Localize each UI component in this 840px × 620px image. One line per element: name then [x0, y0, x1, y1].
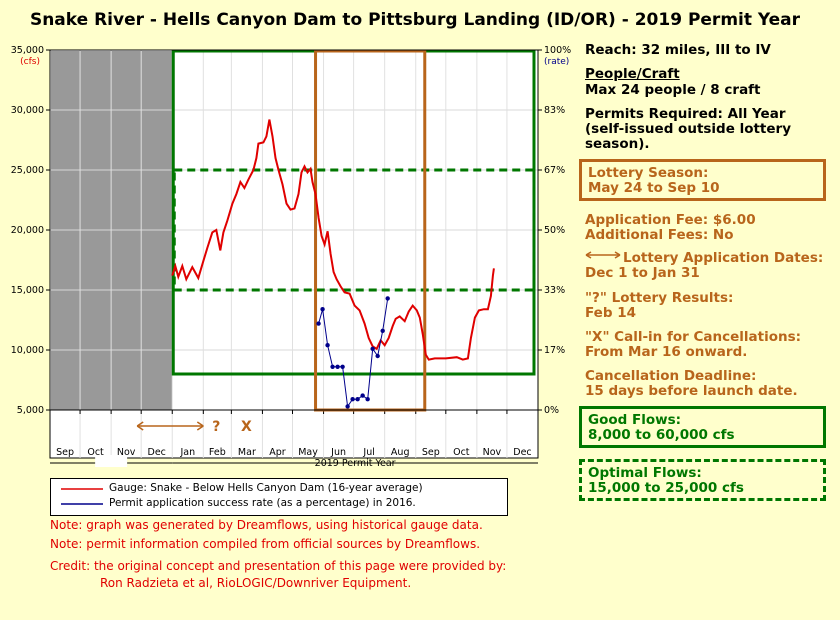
left-tick-label: 10,000: [11, 345, 44, 356]
people-heading: People/Craft: [585, 66, 680, 82]
month-label: Nov: [483, 447, 502, 458]
note-permit: Note: permit information compiled from o…: [50, 537, 481, 551]
left-tick-label: 5,000: [17, 405, 44, 416]
success-rate-point: [380, 328, 385, 333]
right-tick-label: 50%: [544, 225, 565, 236]
month-label: Mar: [238, 447, 256, 458]
credit-names: Ron Radzieta et al, RioLOGIC/Downriver E…: [100, 576, 412, 590]
left-tick-label: 20,000: [11, 225, 44, 236]
optimal-flows-region: [172, 168, 536, 292]
legend-gauge-label: Gauge: Snake - Below Hells Canyon Dam (1…: [109, 482, 423, 494]
success-rate-point: [345, 404, 350, 409]
legend-rate-label: Permit application success rate (as a pe…: [109, 497, 416, 509]
success-rate-point: [330, 364, 335, 369]
optimal-flows-box: Optimal Flows: 15,000 to 25,000 cfs: [579, 459, 826, 501]
plot-frame: [49, 49, 539, 411]
month-label: Dec: [148, 447, 166, 458]
reach-info: Reach: 32 miles, III to IV: [585, 42, 771, 58]
right-tick-label: 0%: [544, 405, 559, 416]
lottery-results-marker: ?: [212, 419, 220, 435]
fees: Application Fee: $6.00 Additional Fees: …: [585, 212, 756, 243]
left-tick-label: 30,000: [11, 105, 44, 116]
success-rate-point: [316, 321, 321, 326]
month-label: Sep: [56, 447, 74, 458]
good-flows-box: Good Flows: 8,000 to 60,000 cfs: [579, 406, 826, 448]
success-rate-point: [320, 307, 325, 312]
month-label: Aug: [391, 447, 410, 458]
success-rate-point: [335, 364, 340, 369]
left-axis-unit: (cfs): [20, 57, 40, 67]
success-rate-point: [370, 346, 375, 351]
month-label: Jul: [362, 447, 374, 458]
month-label: Nov: [117, 447, 136, 458]
right-tick-label: 83%: [544, 105, 565, 116]
lottery-season-box: Lottery Season: May 24 to Sep 10: [579, 159, 826, 201]
month-label: Dec: [513, 447, 531, 458]
left-tick-label: 35,000: [11, 45, 44, 56]
chart-title: Snake River - Hells Canyon Dam to Pittsb…: [29, 10, 801, 30]
success-rate-point: [360, 393, 365, 398]
lottery-results: "?" Lottery Results: Feb 14: [585, 290, 734, 321]
credit-line: Credit: the original concept and present…: [50, 559, 507, 573]
month-band: [49, 409, 539, 459]
call-in-marker: X: [241, 419, 252, 435]
month-label: Sep: [422, 447, 440, 458]
year-label-bg: [95, 455, 128, 467]
success-rate-point: [325, 343, 330, 348]
permits-required: Permits Required: All Year (self-issued …: [585, 106, 792, 152]
left-tick-label: 25,000: [11, 165, 44, 176]
legend: Gauge: Snake - Below Hells Canyon Dam (1…: [50, 478, 508, 516]
success-rate-point: [355, 397, 360, 402]
month-label: Jan: [179, 447, 195, 458]
cancellation-deadline: Cancellation Deadline: 15 days before la…: [585, 368, 798, 399]
call-in: "X" Call-in for Cancellations: From Mar …: [585, 329, 802, 360]
right-tick-label: 17%: [544, 345, 565, 356]
right-tick-label: 100%: [544, 45, 571, 56]
note-graph: Note: graph was generated by Dreamflows,…: [50, 518, 483, 532]
month-label: Apr: [269, 447, 286, 458]
month-label: Jun: [330, 447, 346, 458]
success-rate-point: [375, 353, 380, 359]
right-tick-label: 33%: [544, 285, 565, 296]
right-axis-unit: (rate): [544, 57, 569, 67]
left-tick-label: 15,000: [11, 285, 44, 296]
success-rate-point: [365, 397, 370, 402]
month-label: May: [298, 447, 318, 458]
month-label: Oct: [87, 447, 104, 458]
month-label: Oct: [453, 447, 470, 458]
flow-line: [171, 119, 495, 361]
lottery-dates: Lottery Application Dates: Dec 1 to Jan …: [585, 248, 824, 281]
year-2019-label: 2019 Permit Year: [315, 458, 396, 469]
month-label: Feb: [209, 447, 226, 458]
success-rate-point: [385, 296, 390, 301]
right-tick-label: 67%: [544, 165, 565, 176]
double-arrow-icon: [585, 248, 623, 263]
arrow-heads: [136, 421, 204, 431]
success-rate-point: [340, 364, 345, 369]
people-value: Max 24 people / 8 craft: [585, 82, 761, 98]
success-rate-point: [350, 397, 355, 402]
